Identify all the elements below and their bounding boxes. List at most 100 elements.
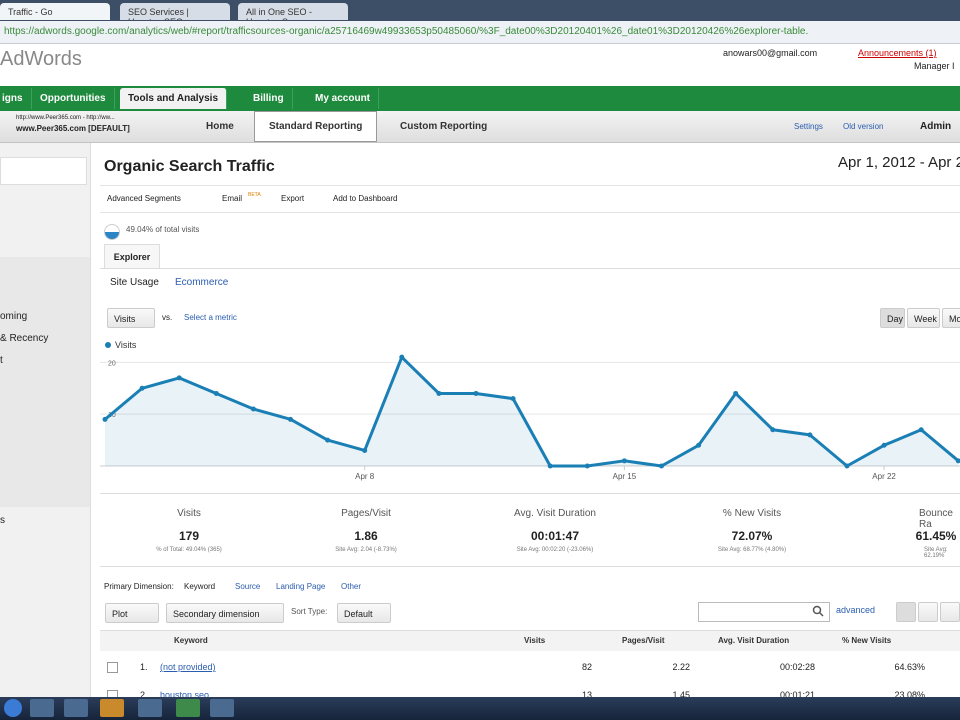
granularity-button[interactable]: Mo <box>942 308 960 328</box>
sidebar-item[interactable]: t <box>0 355 3 366</box>
address-bar[interactable]: https://adwords.google.com/analytics/web… <box>0 21 960 44</box>
table-cell: 1.45 <box>672 690 690 700</box>
dimension-option[interactable]: Source <box>235 582 261 591</box>
data-point <box>176 375 182 381</box>
sort-select[interactable]: Default <box>337 603 391 623</box>
table-cell: 2.22 <box>672 662 690 672</box>
advanced-link[interactable]: advanced <box>836 605 876 615</box>
toolbar-button[interactable]: Add to Dashboard <box>333 194 398 203</box>
data-point <box>399 354 405 360</box>
dimension-option[interactable]: Keyword <box>184 582 216 591</box>
browser-tab[interactable]: Traffic - Go <box>0 3 110 20</box>
taskbar-app[interactable] <box>210 699 234 717</box>
summary-label: Pages/Visit <box>341 508 391 519</box>
sub-nav-link[interactable]: Standard Reporting <box>254 111 378 142</box>
table-search[interactable] <box>698 602 830 622</box>
table-cell: (not provided) <box>160 662 216 672</box>
account-name[interactable]: www.Peer365.com [DEFAULT] <box>16 124 130 133</box>
y-tick-label: 20 <box>108 360 116 367</box>
view-button[interactable] <box>940 602 960 622</box>
taskbar-app[interactable] <box>100 699 124 717</box>
url[interactable]: https://adwords.google.com/analytics/web… <box>4 26 809 37</box>
old-version-link[interactable]: Old version <box>843 122 884 131</box>
x-tick-label: Apr 8 <box>355 472 375 481</box>
x-tick-label: Apr 15 <box>613 472 637 481</box>
subtab[interactable]: Site Usage <box>110 277 159 288</box>
taskbar-app[interactable] <box>30 699 54 717</box>
sidebar-search[interactable] <box>0 157 87 185</box>
sidebar: oming & Recency t s <box>0 143 91 697</box>
account-url[interactable]: http://www.Peer365.com - http://ww... <box>16 115 115 121</box>
date-range[interactable]: Apr 1, 2012 - Apr 2 <box>838 154 960 171</box>
granularity-button[interactable]: Week <box>907 308 940 328</box>
summary-value: 72.07% <box>731 529 773 543</box>
metric-select[interactable]: Visits <box>107 308 155 328</box>
taskbar-app[interactable] <box>176 699 200 717</box>
browser-tab[interactable]: All in One SEO - Houston S <box>238 3 348 20</box>
sidebar-item[interactable]: oming <box>0 311 28 322</box>
row-checkbox <box>107 662 118 673</box>
sub-nav-link[interactable]: Custom Reporting <box>400 121 488 132</box>
taskbar-app[interactable] <box>64 699 88 717</box>
taskbar-app[interactable] <box>138 699 162 717</box>
nav-tab[interactable]: Billing <box>245 88 293 109</box>
sidebar-item[interactable]: & Recency <box>0 333 49 344</box>
table-header <box>100 630 960 651</box>
report-title: Organic Search Traffic <box>104 158 275 175</box>
y-tick-label: 10 <box>108 412 116 419</box>
explorer-tab[interactable]: Explorer <box>104 244 160 269</box>
granularity-button[interactable]: Day <box>880 308 905 328</box>
data-point <box>770 427 776 433</box>
line-chart: 10 20 Apr 8 Apr 15 Apr 22 Visits <box>100 340 960 481</box>
nav-tab[interactable]: Tools and Analysis <box>120 88 228 109</box>
taskbar <box>0 697 960 720</box>
dimension-option[interactable]: Other <box>341 582 362 591</box>
subtab[interactable]: Ecommerce <box>175 277 229 288</box>
legend-label: Visits <box>115 340 137 350</box>
report-toolbar <box>100 185 960 213</box>
column-header: % New Visits <box>842 636 892 645</box>
browser-tab[interactable]: SEO Services | Houston SEO <box>120 3 230 20</box>
nav-tab[interactable]: igns <box>0 88 32 109</box>
sidebar-section <box>0 257 90 507</box>
secondary-dimension-button[interactable]: Secondary dimension <box>166 603 284 623</box>
table-cell: 00:02:28 <box>779 662 815 672</box>
data-point <box>250 406 256 412</box>
toolbar-button[interactable]: Export <box>281 194 305 203</box>
nav-tab[interactable]: My account <box>307 88 380 109</box>
table-cell: 82 <box>581 662 592 672</box>
summary-label: % New Visits <box>722 508 782 519</box>
table-cell: 2. <box>140 690 148 700</box>
data-point <box>325 437 331 443</box>
view-button[interactable] <box>896 602 916 622</box>
sub-nav-link[interactable]: Home <box>206 121 234 132</box>
toolbar-button[interactable]: Email <box>222 194 243 203</box>
data-point <box>844 463 850 469</box>
summary-sub: Site Avg: 68.77% (4.80%) <box>717 547 787 553</box>
dimension-option[interactable]: Landing Page <box>276 582 326 591</box>
summary-value: 61.45% <box>915 529 957 543</box>
admin-link[interactable]: Admin <box>920 121 952 132</box>
data-point <box>436 390 442 396</box>
settings-link[interactable]: Settings <box>794 122 823 131</box>
table-cell: 1. <box>140 662 148 672</box>
sidebar-item[interactable]: s <box>0 515 5 526</box>
plot-rows-button[interactable]: Plot Rows <box>105 603 159 639</box>
email: anowars00@gmail.com <box>723 48 818 58</box>
table-cell: houston seo <box>160 690 210 700</box>
announcements[interactable]: Announcements (1) <box>858 48 937 58</box>
view-button[interactable] <box>918 602 938 622</box>
nav-tab[interactable]: Opportunities <box>32 88 115 109</box>
data-point <box>102 416 108 422</box>
column-header: Visits <box>524 636 546 645</box>
search-icon[interactable] <box>812 605 824 617</box>
logo[interactable]: AdWords <box>0 48 82 70</box>
summary-value: 00:01:47 <box>530 529 580 543</box>
segment-label: 49.04% of total visits <box>126 225 200 234</box>
select-metric[interactable]: Select a metric <box>184 313 237 322</box>
start-button[interactable] <box>4 699 22 717</box>
line <box>104 355 960 468</box>
toolbar-button[interactable]: Advanced Segments <box>107 194 181 203</box>
vs-label: vs. <box>162 313 173 322</box>
